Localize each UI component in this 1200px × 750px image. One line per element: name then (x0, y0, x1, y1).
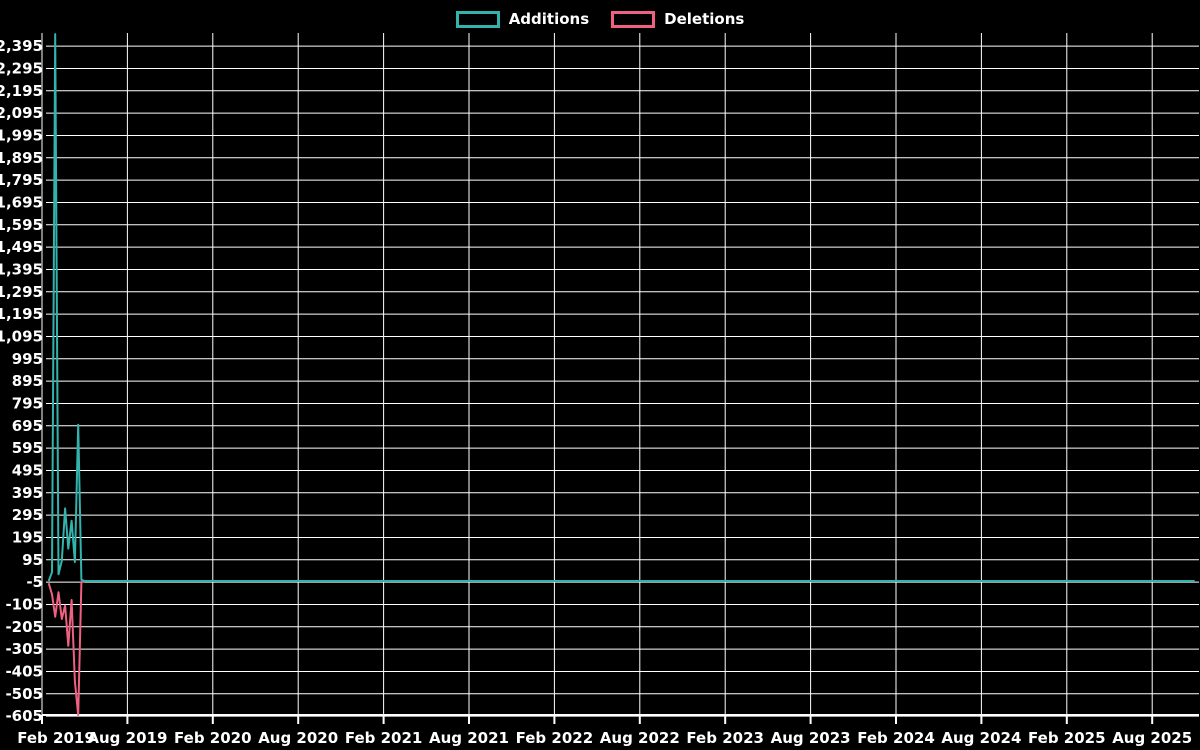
y-axis-tick-label: 1,395 (0, 260, 43, 278)
y-axis-tick-label: -5 (26, 573, 43, 591)
x-axis-tick-label: Aug 2020 (258, 729, 338, 747)
x-axis-tick-label: Aug 2024 (941, 729, 1021, 747)
y-axis-tick-label: 1,895 (0, 149, 43, 167)
y-axis-tick-label: -305 (5, 640, 43, 658)
chart-legend: Additions Deletions (0, 8, 1200, 30)
x-axis-tick-label: Feb 2022 (516, 729, 594, 747)
y-axis-tick-label: -105 (5, 595, 43, 613)
additions-swatch-icon (455, 10, 500, 28)
y-axis-tick-label: 2,295 (0, 59, 43, 77)
y-axis-tick-label: 2,095 (0, 104, 43, 122)
y-axis-tick-label: 995 (12, 350, 43, 368)
y-axis-tick-label: 2,195 (0, 82, 43, 100)
y-axis-tick-label: 695 (12, 417, 43, 435)
y-axis-tick-label: 1,595 (0, 216, 43, 234)
y-axis-tick-label: 895 (12, 372, 43, 390)
y-axis-tick-label: 1,195 (0, 305, 43, 323)
deletions-swatch-icon (611, 10, 656, 28)
y-axis-tick-label: 95 (22, 551, 43, 569)
y-axis-tick-label: -505 (5, 685, 43, 703)
deletions-line (47, 580, 1195, 716)
y-axis-tick-label: -205 (5, 618, 43, 636)
legend-item-additions[interactable]: Additions (455, 9, 590, 28)
x-axis-tick-label: Feb 2025 (1028, 729, 1106, 747)
x-axis-tick-label: Feb 2023 (686, 729, 764, 747)
additions-line (47, 33, 1195, 582)
y-axis-tick-label: 395 (12, 484, 43, 502)
x-axis-tick-label: Feb 2024 (857, 729, 935, 747)
y-axis-tick-label: 1,095 (0, 327, 43, 345)
y-axis-tick-label: 1,295 (0, 283, 43, 301)
x-axis-tick-label: Feb 2021 (345, 729, 423, 747)
x-axis-tick-label: Aug 2021 (429, 729, 509, 747)
y-axis-tick-label: 1,495 (0, 238, 43, 256)
y-axis-tick-label: 295 (12, 506, 43, 524)
x-axis-tick-label: Feb 2019 (17, 729, 95, 747)
deletions-legend-label: Deletions (664, 9, 745, 28)
additions-legend-label: Additions (508, 9, 590, 28)
x-axis-tick-label: Aug 2023 (771, 729, 851, 747)
y-axis-tick-label: 2,395 (0, 37, 43, 55)
legend-item-deletions[interactable]: Deletions (611, 9, 745, 28)
y-axis-tick-label: -405 (5, 662, 43, 680)
y-axis-tick-label: -605 (5, 707, 43, 725)
y-axis-tick-label: 795 (12, 394, 43, 412)
y-axis-tick-label: 1,695 (0, 193, 43, 211)
x-axis-tick-label: Aug 2025 (1112, 729, 1192, 747)
y-axis-tick-label: 1,795 (0, 171, 43, 189)
x-axis-tick-label: Aug 2022 (600, 729, 680, 747)
x-axis-tick-label: Feb 2020 (174, 729, 252, 747)
y-axis-tick-label: 595 (12, 439, 43, 457)
x-axis-tick-label: Aug 2019 (87, 729, 167, 747)
y-axis-tick-label: 495 (12, 461, 43, 479)
y-axis-tick-label: 1,995 (0, 126, 43, 144)
y-axis-tick-label: 195 (12, 528, 43, 546)
